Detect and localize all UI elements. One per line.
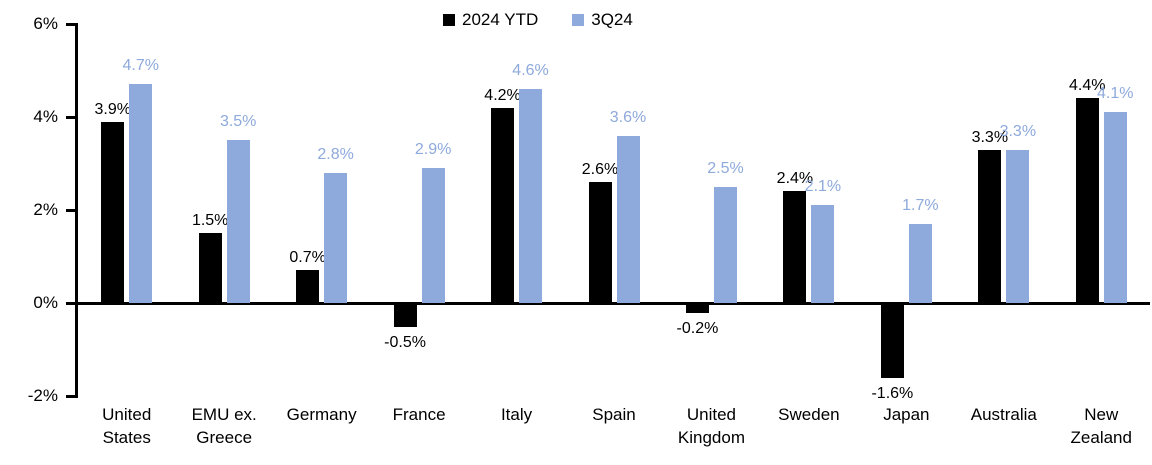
legend-label-2024-ytd: 2024 YTD [462, 10, 539, 29]
bar-2024-ytd-united-states [101, 121, 125, 303]
chart-legend: 2024 YTD 3Q24 [443, 10, 633, 30]
bar-3q24-france [421, 168, 445, 303]
y-axis-tick-label: 2% [33, 200, 58, 219]
bar-3q24-germany [324, 172, 348, 303]
legend-swatch-3q24 [572, 14, 585, 26]
bar-3q24-united-states [129, 84, 153, 303]
value-label-3q24-united-states: 4.7% [122, 57, 159, 75]
bar-2024-ytd-united-kingdom [685, 304, 709, 314]
legend-item-2024-ytd: 2024 YTD [443, 10, 538, 30]
bar-2024-ytd-australia [978, 149, 1002, 303]
category-label-line: United [686, 405, 737, 424]
bar-2024-ytd-sweden [783, 191, 807, 303]
category-label-line: Sweden [778, 405, 840, 424]
value-label-3q24-japan: 1.7% [902, 196, 939, 214]
category-label-line: United [102, 405, 152, 424]
category-label-line: Australia [970, 405, 1037, 424]
value-label-3q24-united-kingdom: 2.5% [707, 159, 744, 177]
legend-item-3q24: 3Q24 [572, 10, 633, 30]
bar-2024-ytd-spain [588, 182, 612, 303]
bar-2024-ytd-emu-ex-greece [198, 233, 222, 303]
value-label-2024-ytd-germany: 0.7% [289, 249, 326, 267]
y-axis-tick-label: 0% [33, 293, 58, 312]
value-label-2024-ytd-italy: 4.2% [484, 86, 521, 104]
value-label-3q24-spain: 3.6% [609, 108, 647, 126]
category-label-germany: Germany [273, 403, 370, 426]
category-label-emu-ex-greece: EMU ex. Greece [175, 403, 272, 449]
category-label-australia: Australia [955, 403, 1052, 426]
y-axis-tick-label: 6% [33, 14, 58, 33]
bar-2024-ytd-germany [296, 270, 320, 303]
category-label-line: Germany [286, 405, 357, 424]
bar-3q24-new-zealand [1103, 112, 1127, 303]
bar-3q24-spain [616, 135, 640, 303]
category-label-line: New [1084, 405, 1119, 424]
value-label-2024-ytd-sweden: 2.4% [776, 170, 814, 188]
value-label-3q24-sweden: 2.1% [804, 178, 842, 196]
bar-3q24-united-kingdom [713, 186, 737, 303]
bar-2024-ytd-japan [880, 304, 904, 379]
category-label-line: EMU ex. [191, 405, 257, 424]
category-label-line: Italy [500, 405, 533, 424]
bar-3q24-japan [908, 223, 932, 303]
category-label-line: Japan [883, 405, 930, 424]
value-label-3q24-germany: 2.8% [317, 145, 354, 163]
category-label-japan: Japan [858, 403, 955, 426]
y-axis-tick-0% [66, 302, 78, 305]
y-axis-tick--2% [66, 395, 78, 398]
x-axis-line [78, 302, 1150, 305]
y-axis-tick-label: 4% [33, 107, 58, 126]
category-label-new-zealand: New Zealand [1053, 403, 1150, 449]
category-label-line: France [392, 405, 446, 424]
category-label-line: Kingdom [677, 428, 745, 447]
category-label-line: Spain [592, 405, 636, 424]
value-label-3q24-emu-ex-greece: 3.5% [219, 113, 257, 131]
bar-3q24-emu-ex-greece [226, 140, 250, 303]
category-label-spain: Spain [565, 403, 662, 426]
category-label-italy: Italy [468, 403, 565, 426]
value-label-3q24-italy: 4.6% [512, 62, 549, 80]
bar-3q24-sweden [811, 205, 835, 303]
bar-2024-ytd-new-zealand [1075, 98, 1099, 303]
legend-label-3q24: 3Q24 [591, 10, 633, 29]
legend-swatch-2024-ytd [443, 14, 455, 26]
category-label-united-kingdom: United Kingdom [663, 403, 760, 449]
value-label-3q24-new-zealand: 4.1% [1097, 85, 1134, 103]
value-label-2024-ytd-australia: 3.3% [971, 128, 1009, 146]
value-label-2024-ytd-spain: 2.6% [581, 161, 619, 179]
y-axis-tick-label: -2% [27, 386, 58, 405]
value-label-2024-ytd-united-kingdom: -0.2% [676, 320, 719, 338]
category-label-line: Zealand [1070, 428, 1132, 447]
y-axis-tick-2% [66, 209, 78, 212]
bar-3q24-italy [519, 89, 543, 303]
category-label-france: France [370, 403, 467, 426]
bar-3q24-australia [1006, 149, 1030, 303]
category-label-line: Greece [196, 428, 253, 447]
bar-2024-ytd-italy [491, 107, 515, 303]
category-label-line: States [102, 428, 151, 447]
value-label-2024-ytd-new-zealand: 4.4% [1069, 77, 1106, 95]
category-label-united-states: United States [78, 403, 175, 449]
bar-2024-ytd-france [393, 304, 417, 328]
category-label-sweden: Sweden [760, 403, 857, 426]
value-label-3q24-australia: 3.3% [999, 122, 1037, 140]
value-label-2024-ytd-emu-ex-greece: 1.5% [191, 212, 229, 230]
value-label-2024-ytd-france: -0.5% [384, 334, 426, 352]
y-axis-tick-6% [66, 23, 78, 26]
value-label-3q24-france: 2.9% [414, 141, 452, 159]
value-label-2024-ytd-united-states: 3.9% [94, 100, 131, 118]
value-label-2024-ytd-japan: -1.6% [871, 385, 914, 403]
y-axis-tick-4% [66, 116, 78, 119]
